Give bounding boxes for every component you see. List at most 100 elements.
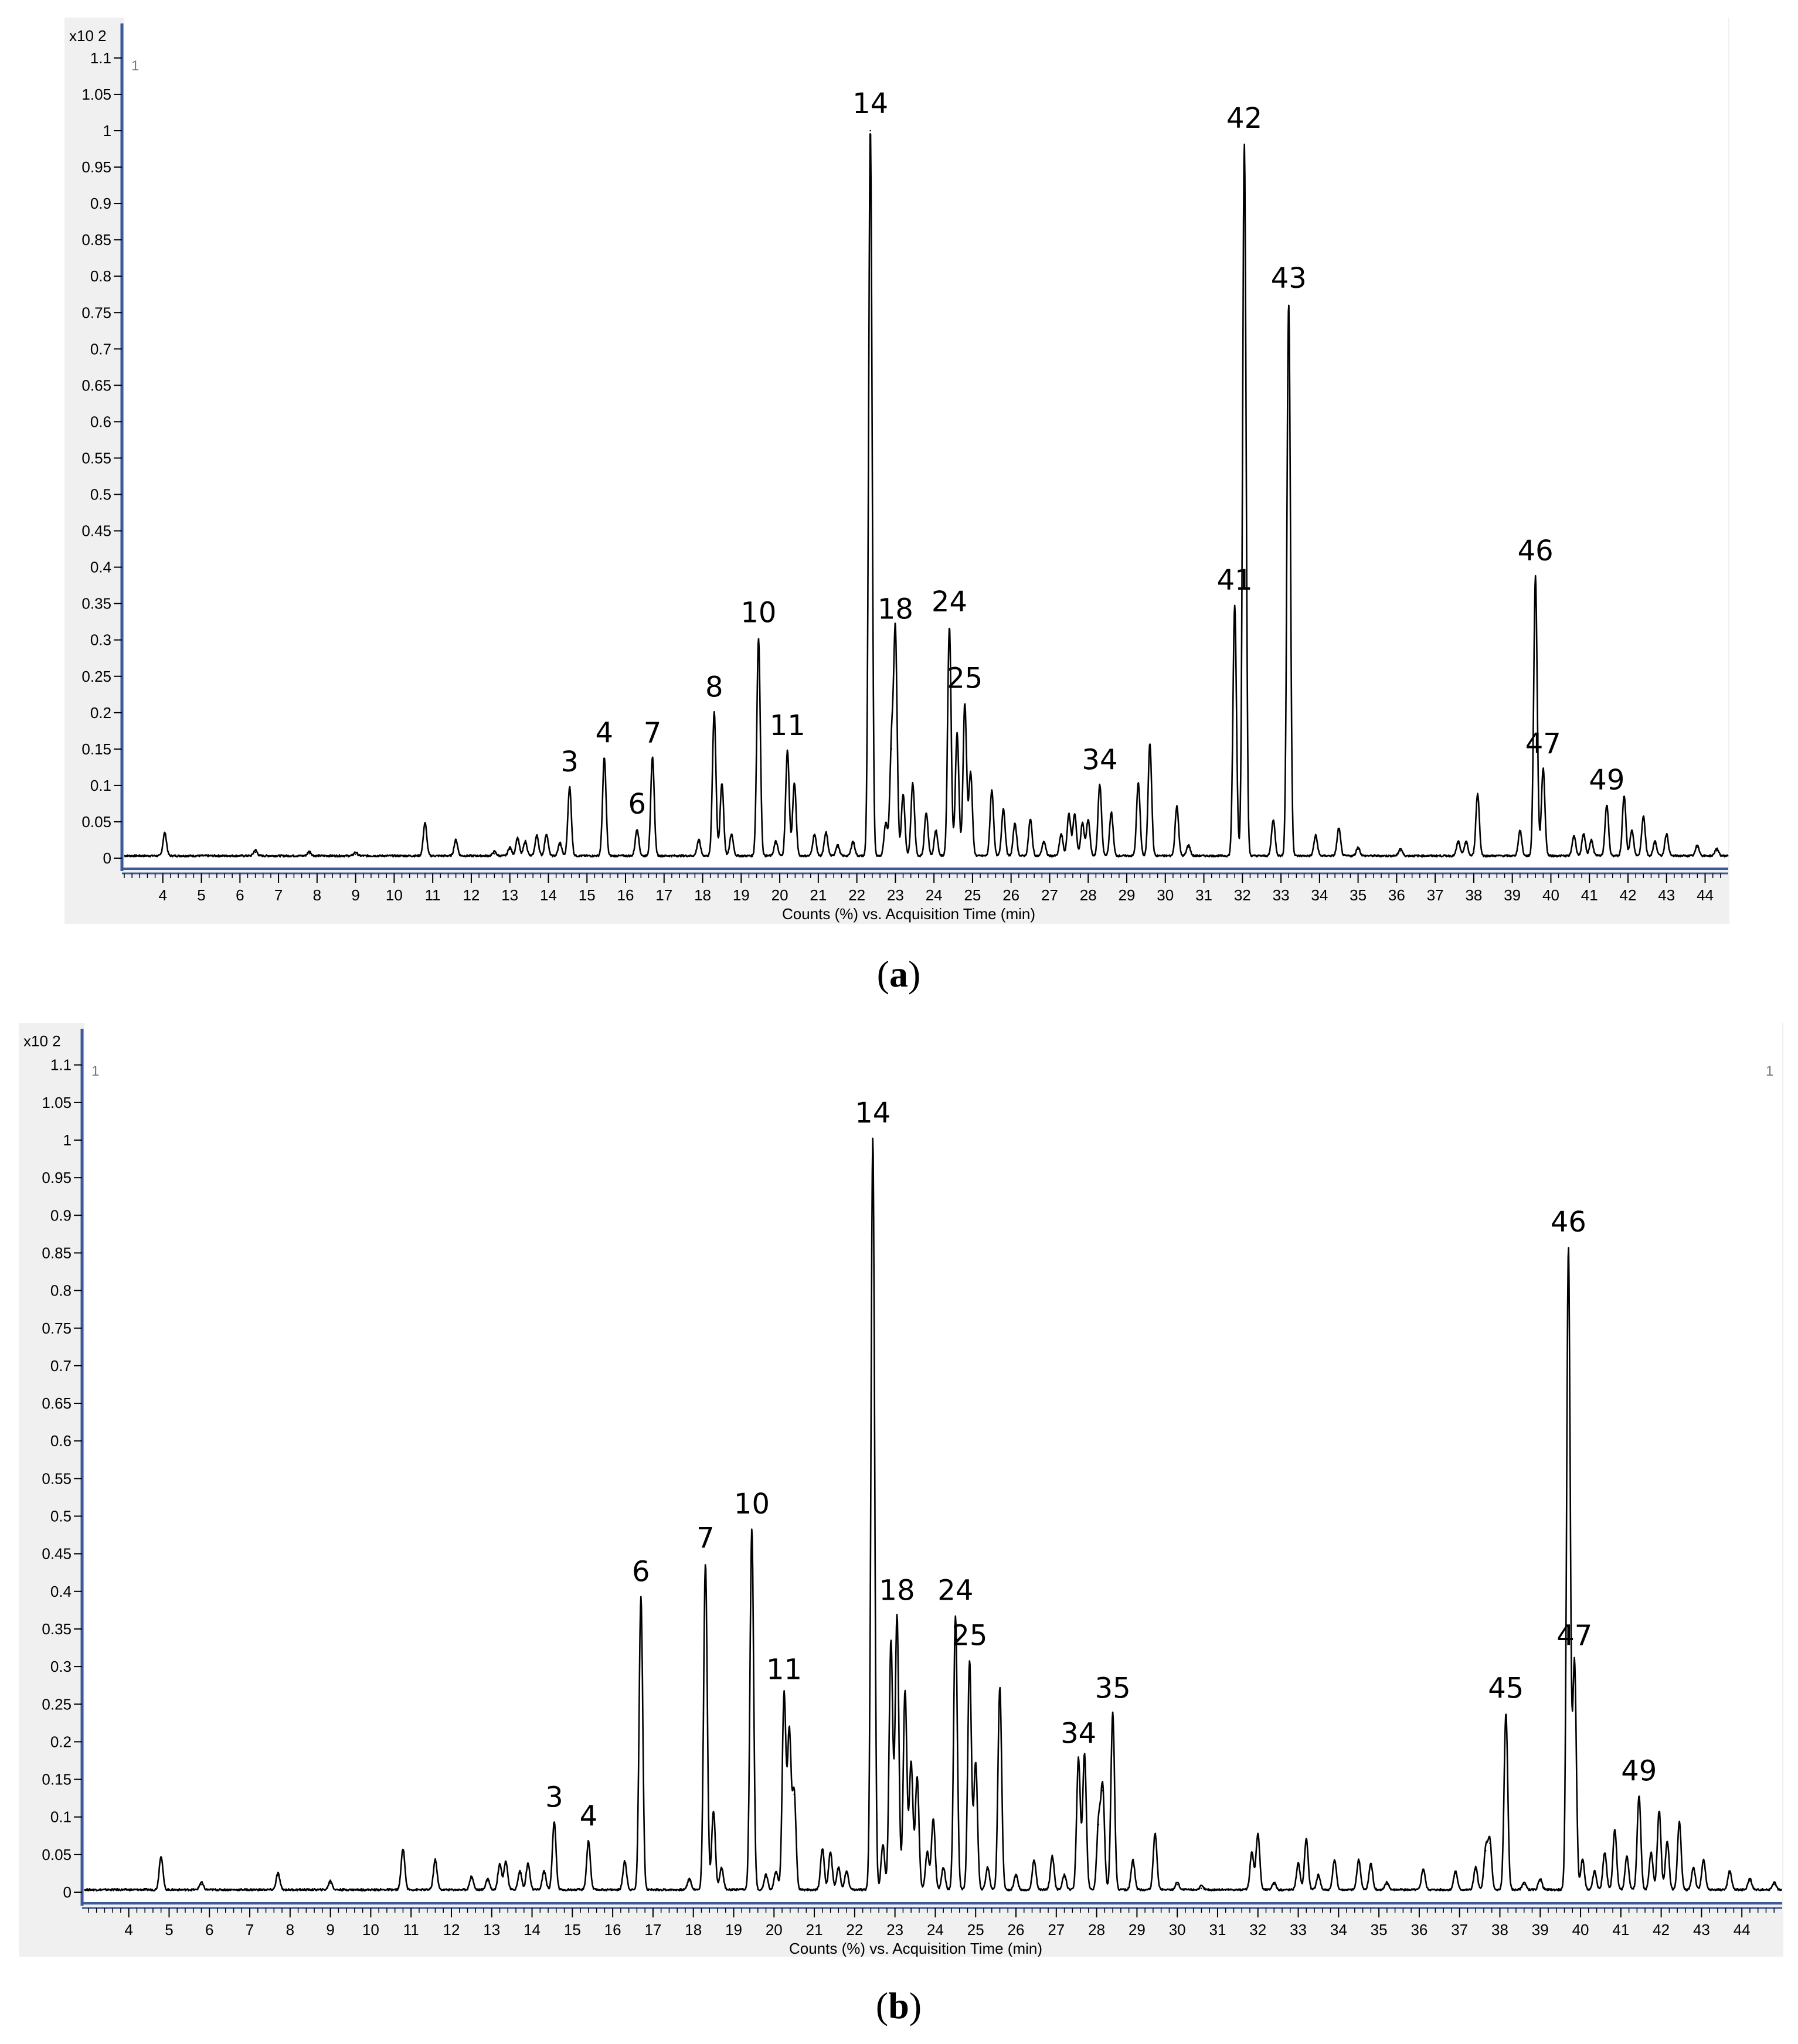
peak-label: 11	[770, 709, 805, 742]
peak-point	[1643, 817, 1644, 819]
y-tick-label: 0.9	[50, 1206, 72, 1224]
peak-point	[954, 1617, 957, 1618]
peak-point	[1658, 1812, 1660, 1814]
y-tick-label: 0.5	[50, 1508, 72, 1525]
y-tick-label: 0.8	[50, 1282, 72, 1300]
peak-label: 41	[1217, 564, 1253, 597]
x-tick-label: 16	[604, 1921, 621, 1938]
peak-point	[1477, 795, 1478, 797]
peak-point	[1087, 821, 1089, 823]
x-tick-label: 30	[1157, 886, 1174, 904]
peak-point	[1051, 1858, 1053, 1859]
peak-point	[1297, 1865, 1299, 1867]
peak-point	[775, 1872, 777, 1875]
x-tick-label: 22	[846, 1921, 863, 1938]
peak-label: 10	[734, 1488, 770, 1521]
x-tick-label: 9	[351, 886, 359, 904]
peak-point	[1243, 144, 1245, 146]
peak-point	[1338, 829, 1340, 832]
peak-point	[160, 1858, 162, 1859]
x-tick-label: 15	[564, 1921, 581, 1938]
peak-point	[1422, 1870, 1424, 1872]
peak-point	[543, 1872, 545, 1875]
y-tick-label: 0.8	[90, 267, 111, 285]
peak-point	[1583, 835, 1585, 838]
x-tick-label: 30	[1169, 1921, 1186, 1938]
x-tick-label: 8	[313, 886, 321, 904]
peak-point	[1061, 835, 1062, 838]
peak-point	[651, 759, 654, 761]
peak-point	[910, 1763, 912, 1766]
peak-point	[830, 1853, 831, 1855]
peak-point	[1082, 825, 1083, 827]
x-tick-label: 25	[967, 1921, 984, 1938]
x-tick-label: 44	[1697, 886, 1714, 904]
peak-label: 10	[740, 597, 776, 630]
x-tick-label: 23	[887, 886, 904, 904]
peak-point	[1542, 770, 1544, 772]
peak-point	[970, 774, 971, 776]
x-tick-label: 20	[771, 886, 788, 904]
peak-label: 43	[1271, 262, 1307, 295]
peak-label: 18	[879, 1574, 915, 1607]
peak-point	[1149, 744, 1151, 746]
x-tick-label: 11	[403, 1921, 419, 1938]
peak-point	[1015, 1876, 1017, 1878]
peak-point	[164, 834, 166, 836]
peak-point	[1272, 821, 1274, 823]
peak-point	[912, 784, 914, 787]
x-tick-label: 10	[362, 1921, 379, 1938]
peak-label: 25	[951, 1620, 987, 1652]
peak-point	[1626, 1858, 1628, 1859]
peak-point	[487, 1880, 489, 1882]
caption-a: (a)	[876, 953, 921, 995]
x-tick-label: 25	[964, 886, 981, 904]
x-tick-label: 28	[1080, 886, 1097, 904]
y-tick-label: 0.1	[90, 777, 111, 794]
y-tick-label: 0.1	[50, 1808, 72, 1826]
x-tick-label: 43	[1658, 886, 1675, 904]
x-tick-label: 40	[1542, 886, 1559, 904]
peak-point	[587, 1842, 590, 1844]
peak-point	[757, 639, 760, 641]
y-tick-label: 0.7	[50, 1357, 72, 1375]
peak-point	[1593, 1872, 1596, 1875]
x-tick-label: 38	[1491, 1921, 1508, 1938]
x-tick-label: 17	[655, 886, 672, 904]
peak-point	[509, 848, 511, 851]
peak-point	[845, 1872, 848, 1875]
peak-point	[793, 784, 796, 787]
x-tick-label: 24	[926, 886, 943, 904]
caption-b-letter: b	[888, 1985, 909, 2026]
x-tick-label: 7	[274, 886, 283, 904]
x-tick-label: 22	[848, 886, 865, 904]
x-tick-label: 5	[165, 1921, 173, 1938]
peak-label: 34	[1082, 743, 1117, 776]
y-tick-label: 0	[103, 849, 111, 867]
peak-label: 42	[1226, 102, 1262, 135]
peak-point	[516, 839, 518, 841]
peak-point	[1357, 848, 1359, 851]
x-tick-label: 20	[766, 1921, 783, 1938]
peak-label: 49	[1589, 764, 1624, 797]
peak-point	[720, 1869, 723, 1870]
y-tick-label: 0.5	[90, 486, 111, 504]
peak-point	[355, 853, 356, 856]
corner-label-left: 1	[131, 58, 139, 74]
peak-label: 46	[1551, 1206, 1586, 1239]
peak-label: 4	[580, 1800, 598, 1833]
peak-point	[1386, 1884, 1388, 1886]
peak-point	[987, 1869, 989, 1870]
peak-point	[882, 1846, 884, 1848]
caption-b: (b)	[875, 1985, 922, 2026]
chromatogram-panel-a: 0 0.05 0.1 0.15 0.2 0.25 0.3 0.35 0.4 0.45 0.5 0.55…	[64, 18, 1729, 924]
peak-point	[1650, 1853, 1652, 1855]
y-tick-label: 1.1	[50, 1056, 72, 1074]
chromatogram-panel-b: 0 0.05 0.1 0.15 0.2 0.25 0.3 0.35 0.4 0.45 0.5 0.55…	[19, 1023, 1783, 1957]
peak-point	[1697, 846, 1698, 848]
peak-point	[885, 825, 887, 827]
y-tick-label: 0.7	[90, 340, 111, 358]
peak-point	[705, 1564, 706, 1566]
peak-point	[553, 1824, 555, 1825]
y-tick-label: 0.15	[42, 1771, 72, 1788]
